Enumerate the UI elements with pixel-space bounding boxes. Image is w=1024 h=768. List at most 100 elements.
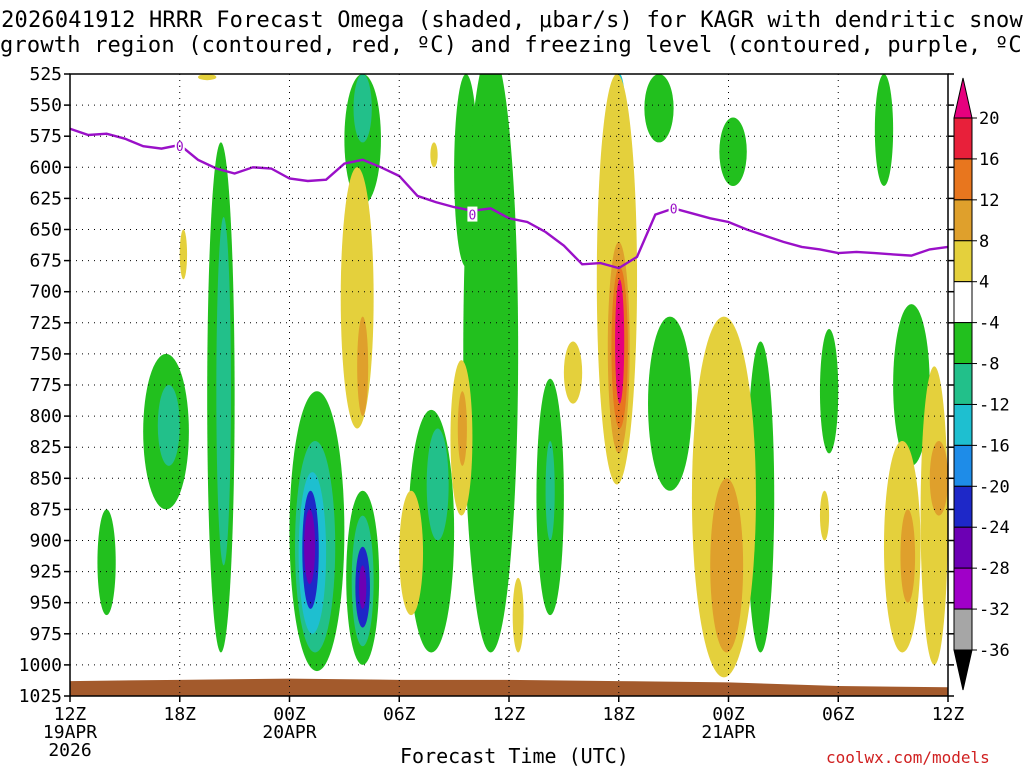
y-tick-label-975: 975 [29, 624, 62, 645]
y-tick-label-1000: 1000 [19, 655, 62, 676]
colorbar-label-13: -36 [979, 641, 1010, 661]
freezing-level-label-bg-0 [174, 138, 185, 154]
y-tick-label-625: 625 [29, 188, 62, 209]
x-tick-label-30: 18Z [602, 704, 635, 725]
omega-region-24 [644, 74, 674, 143]
colorbar-bin-7 [953, 403, 973, 446]
colorbar-label-5: -4 [979, 314, 999, 334]
omega-region-9 [304, 509, 316, 585]
grid-lines [70, 74, 948, 696]
omega-region-45 [399, 490, 424, 616]
omega-region-30 [719, 117, 747, 186]
omega-region-2 [157, 385, 180, 466]
y-tick-label-850: 850 [29, 468, 62, 489]
colorbar-top-arrow [953, 77, 973, 119]
omega-region-46 [198, 74, 217, 81]
colorbar-label-8: -16 [979, 436, 1010, 456]
omega-region-4 [216, 217, 231, 566]
omega-region-31 [340, 167, 374, 429]
omega-region-42 [900, 509, 916, 603]
colorbar-label-9: -20 [979, 477, 1010, 497]
y-tick-label-750: 750 [29, 344, 62, 365]
y-tick-label-650: 650 [29, 220, 62, 241]
x-tick-label-0: 12Z [54, 704, 87, 725]
x-tick-label-36: 00Z [712, 704, 745, 725]
omega-region-21 [545, 440, 555, 541]
colorbar-bin-5 [953, 322, 973, 365]
omega-region-29 [893, 304, 930, 466]
freezing-level-label-bg-2 [668, 200, 679, 216]
y-tick-label-875: 875 [29, 499, 62, 520]
y-tick-label-775: 775 [29, 375, 62, 396]
colorbar-label-3: 8 [979, 232, 989, 252]
x-tick-label-18: 06Z [383, 704, 416, 725]
x-tick-label-12: 00Z [273, 704, 306, 725]
omega-region-17 [426, 428, 449, 541]
colorbar-label-11: -28 [979, 559, 1010, 579]
y-tick-label-525: 525 [29, 64, 62, 85]
y-tick-label-675: 675 [29, 251, 62, 272]
y-tick-label-800: 800 [29, 406, 62, 427]
colorbar-bin-10 [953, 526, 973, 569]
omega-region-28 [874, 74, 894, 186]
colorbar-label-0: 20 [979, 109, 999, 129]
x-date-label-36: 21APR [701, 722, 755, 743]
y-tick-label-950: 950 [29, 593, 62, 614]
colorbar-label-12: -32 [979, 600, 1010, 620]
colorbar-label-7: -12 [979, 395, 1010, 415]
x-tick-label-6: 18Z [163, 704, 196, 725]
omega-region-19 [463, 74, 519, 653]
omega-region-25 [648, 316, 692, 491]
y-tick-label-575: 575 [29, 126, 62, 147]
x-tick-label-42: 06Z [822, 704, 855, 725]
x-tick-label-24: 12Z [493, 704, 526, 725]
colorbar-bin-4 [953, 281, 973, 324]
y-tick-label-725: 725 [29, 313, 62, 334]
freezing-level-label-bg-1 [467, 206, 478, 222]
colorbar-bin-8 [953, 444, 973, 487]
omega-region-47 [179, 229, 188, 280]
x-axis-title: Forecast Time (UTC) [400, 744, 629, 768]
omega-region-40 [710, 478, 744, 653]
omega-region-0 [97, 509, 116, 616]
omega-region-38 [615, 279, 625, 404]
y-tick-label-700: 700 [29, 282, 62, 303]
x-date-label-0: 19APR [43, 722, 97, 743]
y-tick-label-825: 825 [29, 437, 62, 458]
omega-region-43 [920, 366, 948, 665]
y-tick-label-550: 550 [29, 95, 62, 116]
colorbar: 20 16 12 8 4 -4 -8 -12 -16 -20 -24 -28 -32 -36 [953, 77, 1010, 691]
colorbar-label-2: 12 [979, 191, 999, 211]
omega-region-44 [929, 440, 948, 516]
omega-region-27 [819, 329, 839, 454]
colorbar-bin-2 [953, 199, 973, 242]
colorbar-bin-12 [953, 608, 973, 651]
colorbar-label-10: -24 [979, 518, 1010, 538]
freezing-level-label-1: 0 [469, 209, 477, 224]
axes: 525 550 575 600 625 650 675 700 725 750 775 800 825 8… [19, 64, 965, 761]
colorbar-label-1: 16 [979, 150, 999, 170]
colorbar-bottom-arrow [953, 649, 973, 691]
colorbar-bin-9 [953, 485, 973, 528]
omega-region-15 [359, 565, 367, 609]
y-tick-label-600: 600 [29, 157, 62, 178]
colorbar-bin-6 [953, 363, 973, 405]
colorbar-bin-3 [953, 240, 973, 283]
chart-title-line-2: growth region (contoured, red, ºC) and f… [0, 33, 1024, 58]
chart-title-line-1: 2026041912 HRRR Forecast Omega (shaded, … [1, 8, 1023, 33]
y-tick-label-900: 900 [29, 531, 62, 552]
omega-region-49 [512, 577, 524, 653]
y-tick-label-925: 925 [29, 562, 62, 583]
omega-region-11 [353, 74, 372, 143]
omega-region-48 [430, 142, 438, 168]
credit-text: coolwx.com/models [826, 748, 990, 767]
freezing-level-label-2: 0 [670, 202, 678, 217]
colorbar-label-6: -8 [979, 355, 999, 375]
x-tick-label-48: 12Z [932, 704, 965, 725]
colorbar-label-4: 4 [979, 273, 989, 293]
y-tick-label-1025: 1025 [19, 686, 62, 707]
omega-region-51 [819, 490, 830, 541]
x-date-label-12: 20APR [262, 722, 316, 743]
omega-region-32 [357, 316, 369, 417]
